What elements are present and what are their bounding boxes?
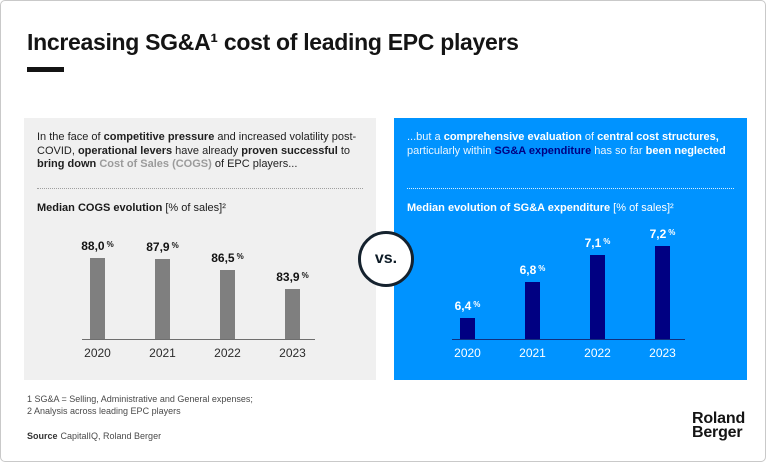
bar-value-label: 6,8% xyxy=(519,263,546,278)
bar-column: 7,1% xyxy=(565,236,630,339)
sga-x-axis-labels: 2020 2021 2022 2023 xyxy=(435,340,695,360)
text-segment: central cost structures, xyxy=(597,131,719,143)
text-segment: [% of sales]² xyxy=(613,202,674,214)
text-segment: Median COGS evolution xyxy=(37,202,166,214)
cogs-chart-title: Median COGS evolution [% of sales]² xyxy=(37,202,363,215)
page-title: Increasing SG&A¹ cost of leading EPC pla… xyxy=(27,29,519,55)
text-segment: of xyxy=(581,131,598,143)
bar-value-label: 88,0% xyxy=(81,239,114,254)
source-label: Source xyxy=(27,431,58,441)
text-segment: has so far xyxy=(591,144,646,157)
bar-value-label: 86,5% xyxy=(211,250,244,265)
text-segment: SG&A expenditure xyxy=(494,144,592,157)
text-segment: particularly within xyxy=(407,144,495,157)
cogs-commentary: In the face of competitive pressure and … xyxy=(37,131,363,188)
roland-berger-logo: Roland Berger xyxy=(692,410,746,441)
sga-x-axis xyxy=(452,339,685,340)
text-segment: comprehensive evaluation xyxy=(443,131,582,143)
bar xyxy=(285,289,300,339)
text-segment: of EPC players... xyxy=(211,158,298,170)
sga-panel: ...but a comprehensive evaluation of cen… xyxy=(394,118,747,380)
text-segment: [% of sales]² xyxy=(165,202,226,214)
bar-value-label: 7,1% xyxy=(584,236,611,251)
bar xyxy=(220,269,235,339)
cogs-plot-area: 88,0% 87,9% 86,5% 83,9% xyxy=(65,239,325,339)
bar-value-label: 87,9% xyxy=(146,239,179,254)
year-label: 2021 xyxy=(519,346,546,360)
title-underline-dash xyxy=(27,67,64,72)
year-label: 2022 xyxy=(214,346,241,360)
bar xyxy=(155,258,170,339)
bar-value-label: 6,4% xyxy=(454,299,481,314)
vs-badge: vs. xyxy=(358,231,414,287)
sga-plot-area: 6,4% 6,8% 7,1% 7,2% xyxy=(435,227,695,339)
bar-column: 83,9% xyxy=(260,239,325,339)
logo-line1: Roland xyxy=(692,410,746,427)
bar xyxy=(590,255,605,339)
cogs-x-axis-labels: 2020 2021 2022 2023 xyxy=(65,340,325,360)
cogs-bar-chart: 88,0% 87,9% 86,5% 83,9% 2020 2021 2022 2023 xyxy=(65,239,325,360)
dotted-divider xyxy=(37,188,363,189)
year-label: 2020 xyxy=(454,346,481,360)
text-segment: proven successful xyxy=(241,144,338,157)
bar-column: 86,5% xyxy=(195,239,260,339)
text-segment: Median evolution of SG&A expenditure xyxy=(407,202,614,214)
bar xyxy=(655,246,670,339)
cogs-x-axis xyxy=(82,339,315,340)
dotted-divider xyxy=(407,188,734,189)
year-label: 2020 xyxy=(84,346,111,360)
text-segment: operational levers xyxy=(77,144,173,157)
bar-column: 6,4% xyxy=(435,239,500,339)
footnote-1: 1 SG&A = Selling, Administrative and Gen… xyxy=(27,394,253,404)
cogs-panel: In the face of competitive pressure and … xyxy=(24,118,376,380)
sga-bar-chart: 6,4% 6,8% 7,1% 7,2% 2020 2021 2022 2023 xyxy=(435,227,695,360)
footnote-2: 2 Analysis across leading EPC players xyxy=(27,405,181,416)
sga-chart-title: Median evolution of SG&A expenditure [% … xyxy=(407,202,734,215)
year-label: 2023 xyxy=(279,346,306,360)
text-segment: competitive pressure xyxy=(103,131,215,143)
text-segment: have already xyxy=(172,144,242,157)
year-label: 2023 xyxy=(649,346,676,360)
source-text: CapitalIQ, Roland Berger xyxy=(60,431,162,441)
bar-value-label: 7,2% xyxy=(649,227,676,242)
bar xyxy=(525,282,540,339)
year-label: 2021 xyxy=(149,346,176,360)
bar-value-label: 83,9% xyxy=(276,270,309,285)
text-segment: been neglected xyxy=(645,144,726,157)
year-label: 2022 xyxy=(584,346,611,360)
text-segment: In the face of xyxy=(37,131,104,143)
bar-column: 87,9% xyxy=(130,239,195,339)
text-segment: to xyxy=(337,144,351,157)
bar-column: 6,8% xyxy=(500,239,565,339)
sga-commentary: ...but a comprehensive evaluation of cen… xyxy=(407,131,734,188)
bar-column: 7,2% xyxy=(630,227,695,339)
source-line: Source CapitalIQ, Roland Berger xyxy=(27,431,161,441)
vs-label: vs. xyxy=(374,250,398,267)
logo-line2: Berger xyxy=(692,424,743,441)
text-segment: and increased volatility post-COVID, xyxy=(37,131,357,157)
bar xyxy=(460,318,475,339)
bar-column: 88,0% xyxy=(65,239,130,339)
text-segment: ...but a xyxy=(407,131,444,143)
bar xyxy=(90,258,105,339)
footnotes: 1 SG&A = Selling, Administrative and Gen… xyxy=(27,394,253,417)
text-segment: Cost of Sales (COGS) xyxy=(99,158,212,170)
text-segment: bring down xyxy=(37,158,97,170)
